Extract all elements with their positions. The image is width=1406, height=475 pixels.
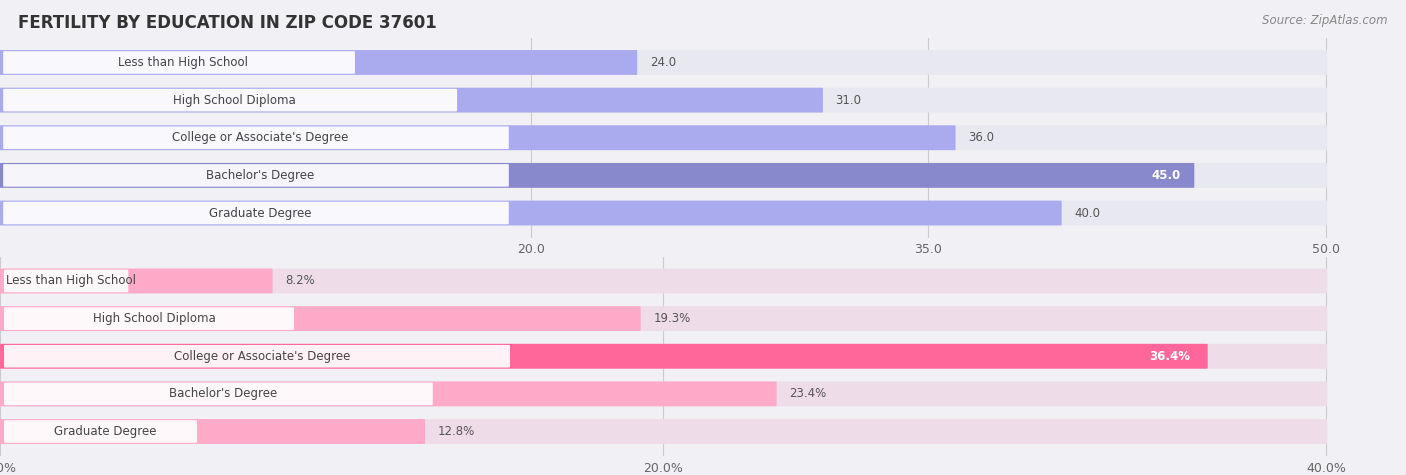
Text: Graduate Degree: Graduate Degree <box>55 425 156 438</box>
FancyBboxPatch shape <box>4 345 510 368</box>
Text: 31.0: 31.0 <box>835 94 862 106</box>
Text: College or Associate's Degree: College or Associate's Degree <box>174 350 350 363</box>
Text: High School Diploma: High School Diploma <box>93 312 215 325</box>
FancyBboxPatch shape <box>0 50 1327 75</box>
Text: 19.3%: 19.3% <box>654 312 690 325</box>
FancyBboxPatch shape <box>0 268 1327 294</box>
FancyBboxPatch shape <box>0 125 956 150</box>
Text: 40.0: 40.0 <box>1074 207 1101 219</box>
FancyBboxPatch shape <box>0 268 273 294</box>
Text: FERTILITY BY EDUCATION IN ZIP CODE 37601: FERTILITY BY EDUCATION IN ZIP CODE 37601 <box>18 14 437 32</box>
FancyBboxPatch shape <box>0 381 1327 406</box>
FancyBboxPatch shape <box>3 202 509 224</box>
FancyBboxPatch shape <box>0 88 823 113</box>
FancyBboxPatch shape <box>0 419 1327 444</box>
FancyBboxPatch shape <box>0 125 1327 150</box>
FancyBboxPatch shape <box>4 382 433 405</box>
Text: 23.4%: 23.4% <box>789 388 827 400</box>
FancyBboxPatch shape <box>3 164 509 187</box>
Text: 24.0: 24.0 <box>650 56 676 69</box>
Text: High School Diploma: High School Diploma <box>173 94 295 106</box>
FancyBboxPatch shape <box>4 307 294 330</box>
FancyBboxPatch shape <box>0 306 641 331</box>
FancyBboxPatch shape <box>0 344 1327 369</box>
Text: 8.2%: 8.2% <box>285 275 315 287</box>
FancyBboxPatch shape <box>0 381 776 406</box>
FancyBboxPatch shape <box>0 344 1208 369</box>
FancyBboxPatch shape <box>0 50 637 75</box>
FancyBboxPatch shape <box>3 89 457 112</box>
FancyBboxPatch shape <box>0 163 1194 188</box>
FancyBboxPatch shape <box>3 51 354 74</box>
Text: Less than High School: Less than High School <box>118 56 247 69</box>
Text: 45.0: 45.0 <box>1152 169 1181 182</box>
FancyBboxPatch shape <box>3 126 509 149</box>
Text: Bachelor's Degree: Bachelor's Degree <box>169 388 277 400</box>
FancyBboxPatch shape <box>0 88 1327 113</box>
Text: 12.8%: 12.8% <box>437 425 475 438</box>
Text: Source: ZipAtlas.com: Source: ZipAtlas.com <box>1263 14 1388 27</box>
FancyBboxPatch shape <box>4 270 128 292</box>
FancyBboxPatch shape <box>0 419 425 444</box>
FancyBboxPatch shape <box>0 306 1327 331</box>
FancyBboxPatch shape <box>0 163 1327 188</box>
Text: Bachelor's Degree: Bachelor's Degree <box>205 169 314 182</box>
Text: Less than High School: Less than High School <box>6 275 136 287</box>
FancyBboxPatch shape <box>0 200 1327 226</box>
Text: 36.0: 36.0 <box>969 131 994 144</box>
Text: Graduate Degree: Graduate Degree <box>208 207 311 219</box>
FancyBboxPatch shape <box>4 420 197 443</box>
Text: College or Associate's Degree: College or Associate's Degree <box>172 131 349 144</box>
FancyBboxPatch shape <box>0 200 1062 226</box>
Text: 36.4%: 36.4% <box>1150 350 1191 363</box>
